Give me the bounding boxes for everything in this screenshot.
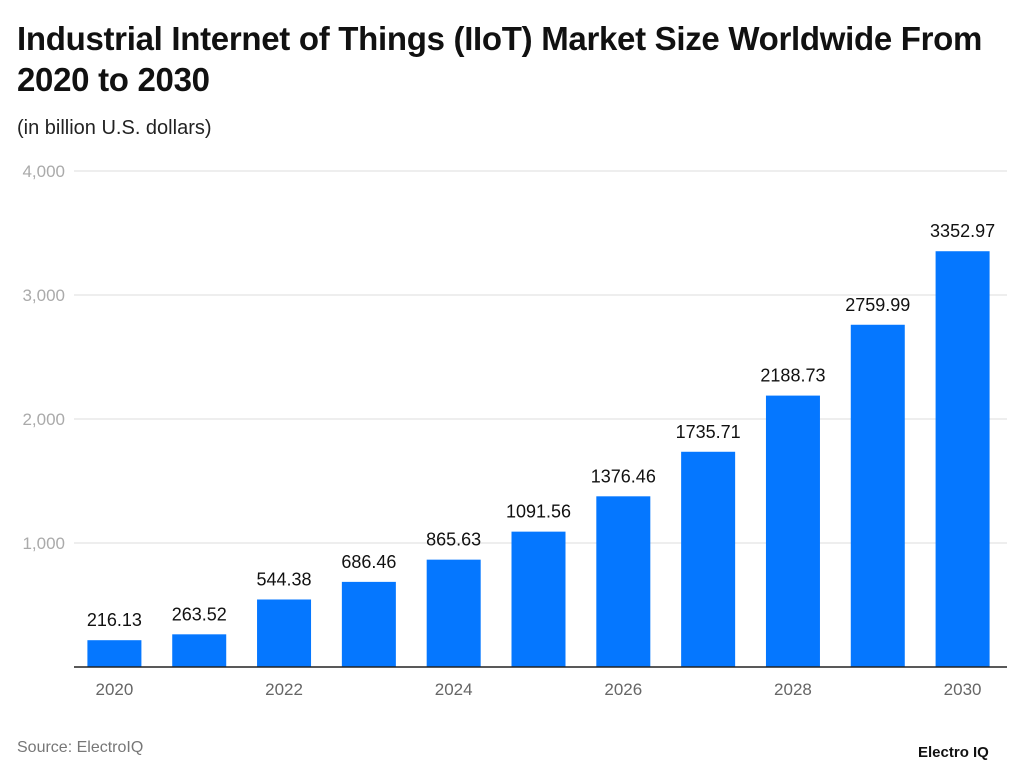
data-label: 1376.46 [591, 466, 656, 486]
data-label: 263.52 [172, 604, 227, 624]
bar-2022 [257, 599, 312, 667]
chart-title: Industrial Internet of Things (IIoT) Mar… [17, 20, 983, 98]
bar-2028 [765, 395, 820, 667]
bar-2025 [511, 531, 566, 667]
data-label: 544.38 [257, 569, 312, 589]
data-label: 686.46 [341, 552, 396, 572]
bar-2030 [935, 251, 990, 667]
y-tick-label: 4,000 [22, 162, 65, 181]
x-tick-label: 2030 [944, 680, 982, 699]
bar-2027 [681, 451, 736, 667]
y-tick-label: 1,000 [22, 534, 65, 553]
data-label: 1091.56 [506, 502, 571, 522]
x-tick-label: 2024 [435, 680, 473, 699]
bar-2023 [341, 581, 396, 667]
x-tick-label: 2022 [265, 680, 303, 699]
data-label: 3352.97 [930, 221, 995, 241]
bar-2024 [426, 559, 481, 667]
source-note: Source: ElectroIQ [17, 739, 144, 756]
y-tick-label: 2,000 [22, 410, 65, 429]
data-label: 865.63 [426, 530, 481, 550]
chart-subtitle: (in billion U.S. dollars) [17, 117, 212, 139]
data-label: 216.13 [87, 610, 142, 630]
x-tick-label: 2026 [604, 680, 642, 699]
x-tick-label: 2028 [774, 680, 812, 699]
electro-iq-logo: Electro IQ [918, 744, 989, 761]
bar-2021 [172, 634, 227, 667]
bar-2026 [596, 496, 651, 667]
bar-2020 [87, 640, 142, 667]
y-tick-label: 3,000 [22, 286, 65, 305]
data-label: 1735.71 [676, 422, 741, 442]
data-label: 2188.73 [760, 366, 825, 386]
data-label: 2759.99 [845, 295, 910, 315]
x-tick-label: 2020 [95, 680, 133, 699]
bar-2029 [850, 324, 905, 667]
